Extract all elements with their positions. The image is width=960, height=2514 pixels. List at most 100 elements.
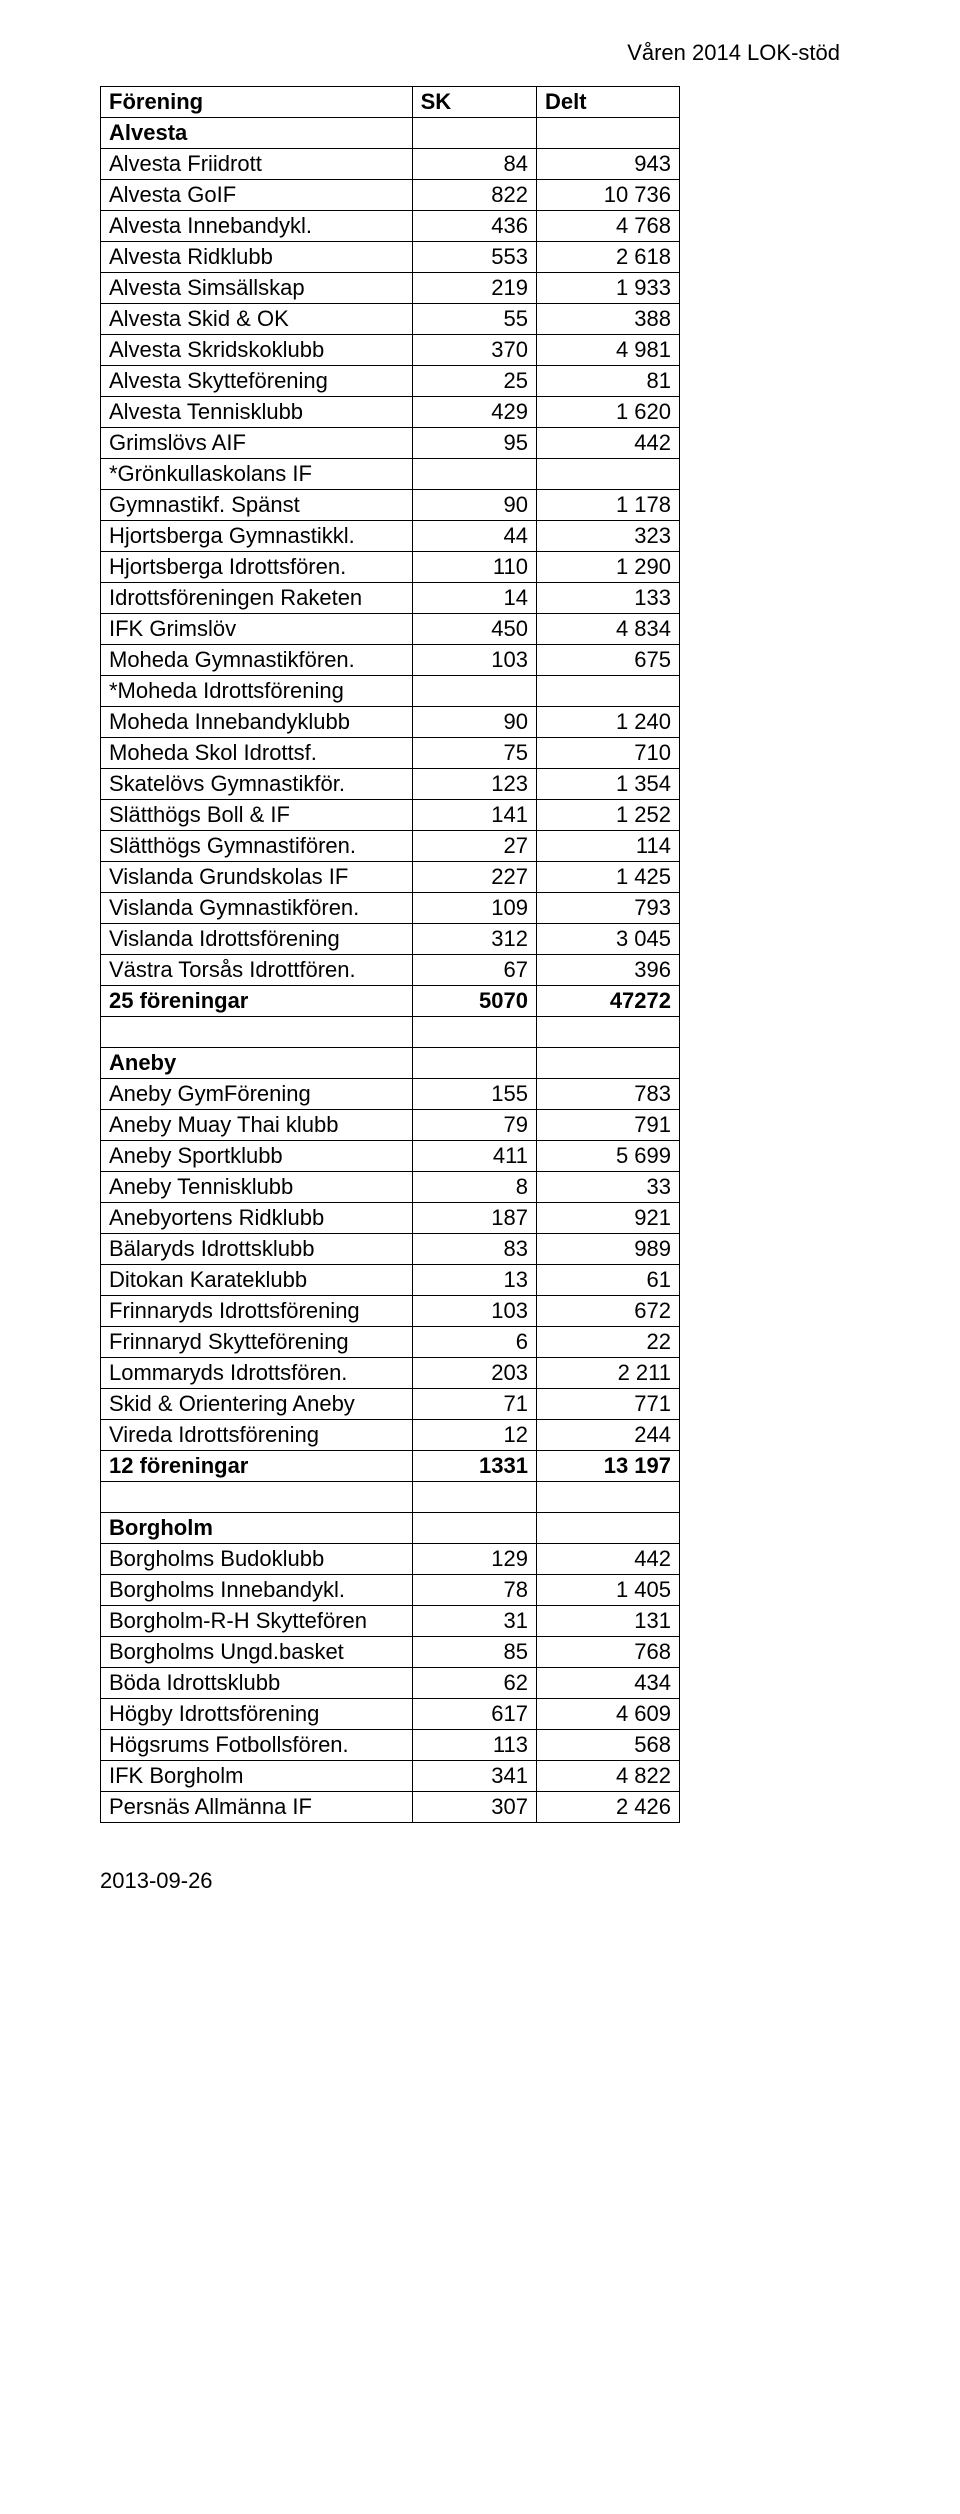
table-row: Vireda Idrottsförening12244 — [101, 1420, 680, 1451]
cell-sk: 312 — [412, 924, 536, 955]
cell-delt: 13 197 — [536, 1451, 679, 1482]
cell-name: Alvesta Innebandykl. — [101, 211, 413, 242]
cell-delt: 22 — [536, 1327, 679, 1358]
cell-delt: 396 — [536, 955, 679, 986]
table-row: IFK Borgholm3414 822 — [101, 1761, 680, 1792]
table-row: 12 föreningar133113 197 — [101, 1451, 680, 1482]
cell-name: Borgholm — [101, 1513, 413, 1544]
cell-sk: 31 — [412, 1606, 536, 1637]
cell-sk: 78 — [412, 1575, 536, 1606]
cell-sk: 109 — [412, 893, 536, 924]
cell-name: Idrottsföreningen Raketen — [101, 583, 413, 614]
cell-sk: 187 — [412, 1203, 536, 1234]
cell-name: Västra Torsås Idrottfören. — [101, 955, 413, 986]
table-row: Moheda Innebandyklubb901 240 — [101, 707, 680, 738]
cell-name: Vireda Idrottsförening — [101, 1420, 413, 1451]
cell-delt — [536, 676, 679, 707]
cell-delt: 81 — [536, 366, 679, 397]
table-row: Alvesta Friidrott84943 — [101, 149, 680, 180]
table-row: Frinnaryd Skytteförening622 — [101, 1327, 680, 1358]
cell-sk: 110 — [412, 552, 536, 583]
cell-name: Persnäs Allmänna IF — [101, 1792, 413, 1823]
cell-name: Vislanda Grundskolas IF — [101, 862, 413, 893]
cell-sk: 5070 — [412, 986, 536, 1017]
cell-name: IFK Grimslöv — [101, 614, 413, 645]
cell-sk: 84 — [412, 149, 536, 180]
table-row: Skatelövs Gymnastikför.1231 354 — [101, 769, 680, 800]
table-row: Hjortsberga Idrottsfören.1101 290 — [101, 552, 680, 583]
cell-sk — [412, 1017, 536, 1048]
cell-delt: 1 933 — [536, 273, 679, 304]
table-row: Borgholms Ungd.basket85768 — [101, 1637, 680, 1668]
cell-name: Borgholms Ungd.basket — [101, 1637, 413, 1668]
cell-delt: 768 — [536, 1637, 679, 1668]
cell-delt: 989 — [536, 1234, 679, 1265]
cell-delt: 2 211 — [536, 1358, 679, 1389]
cell-name: 12 föreningar — [101, 1451, 413, 1482]
table-row: Persnäs Allmänna IF3072 426 — [101, 1792, 680, 1823]
cell-sk: 90 — [412, 707, 536, 738]
cell-delt: 1 354 — [536, 769, 679, 800]
table-row: *Grönkullaskolans IF — [101, 459, 680, 490]
cell-sk: 141 — [412, 800, 536, 831]
cell-delt: 1 240 — [536, 707, 679, 738]
cell-name: Aneby Sportklubb — [101, 1141, 413, 1172]
cell-name: Slätthögs Gymnastifören. — [101, 831, 413, 862]
cell-delt: 131 — [536, 1606, 679, 1637]
cell-delt: 793 — [536, 893, 679, 924]
cell-sk: 436 — [412, 211, 536, 242]
cell-name: Aneby — [101, 1048, 413, 1079]
cell-delt: 1 425 — [536, 862, 679, 893]
cell-name: Alvesta Skridskoklubb — [101, 335, 413, 366]
table-row: Alvesta Skridskoklubb3704 981 — [101, 335, 680, 366]
cell-sk: 44 — [412, 521, 536, 552]
table-row: Vislanda Grundskolas IF2271 425 — [101, 862, 680, 893]
cell-sk — [412, 459, 536, 490]
cell-delt: 33 — [536, 1172, 679, 1203]
cell-delt: 672 — [536, 1296, 679, 1327]
table-row: Hjortsberga Gymnastikkl.44323 — [101, 521, 680, 552]
table-row: Böda Idrottsklubb62434 — [101, 1668, 680, 1699]
cell-delt: 61 — [536, 1265, 679, 1296]
cell-sk: 83 — [412, 1234, 536, 1265]
cell-delt: 5 699 — [536, 1141, 679, 1172]
cell-sk: 103 — [412, 1296, 536, 1327]
table-row: Alvesta Ridklubb5532 618 — [101, 242, 680, 273]
cell-delt — [536, 1482, 679, 1513]
cell-sk: 307 — [412, 1792, 536, 1823]
table-row: Alvesta Innebandykl.4364 768 — [101, 211, 680, 242]
table-row: Borgholms Budoklubb129442 — [101, 1544, 680, 1575]
cell-name: Aneby Muay Thai klubb — [101, 1110, 413, 1141]
cell-name: Moheda Innebandyklubb — [101, 707, 413, 738]
cell-name: Lommaryds Idrottsfören. — [101, 1358, 413, 1389]
cell-sk: 71 — [412, 1389, 536, 1420]
cell-name: Aneby GymFörening — [101, 1079, 413, 1110]
cell-sk: 553 — [412, 242, 536, 273]
cell-delt: 442 — [536, 1544, 679, 1575]
cell-name: *Moheda Idrottsförening — [101, 676, 413, 707]
cell-sk: 155 — [412, 1079, 536, 1110]
cell-name: Hjortsberga Idrottsfören. — [101, 552, 413, 583]
cell-sk: 85 — [412, 1637, 536, 1668]
table-row: Frinnaryds Idrottsförening103672 — [101, 1296, 680, 1327]
cell-name: Borgholms Budoklubb — [101, 1544, 413, 1575]
cell-name: Moheda Skol Idrottsf. — [101, 738, 413, 769]
cell-name: Alvesta — [101, 118, 413, 149]
cell-name: *Grönkullaskolans IF — [101, 459, 413, 490]
cell-name: Böda Idrottsklubb — [101, 1668, 413, 1699]
cell-sk: 617 — [412, 1699, 536, 1730]
table-row: Alvesta GoIF82210 736 — [101, 180, 680, 211]
cell-delt: 921 — [536, 1203, 679, 1234]
table-row: Bälaryds Idrottsklubb83989 — [101, 1234, 680, 1265]
table-row: Gymnastikf. Spänst901 178 — [101, 490, 680, 521]
cell-delt: 2 426 — [536, 1792, 679, 1823]
cell-name: Vislanda Gymnastikfören. — [101, 893, 413, 924]
cell-sk: 8 — [412, 1172, 536, 1203]
cell-sk — [412, 1048, 536, 1079]
table-row: Aneby Muay Thai klubb79791 — [101, 1110, 680, 1141]
cell-name: Skatelövs Gymnastikför. — [101, 769, 413, 800]
cell-sk — [412, 118, 536, 149]
cell-name — [101, 1482, 413, 1513]
table-row: Skid & Orientering Aneby71771 — [101, 1389, 680, 1420]
cell-sk: 79 — [412, 1110, 536, 1141]
